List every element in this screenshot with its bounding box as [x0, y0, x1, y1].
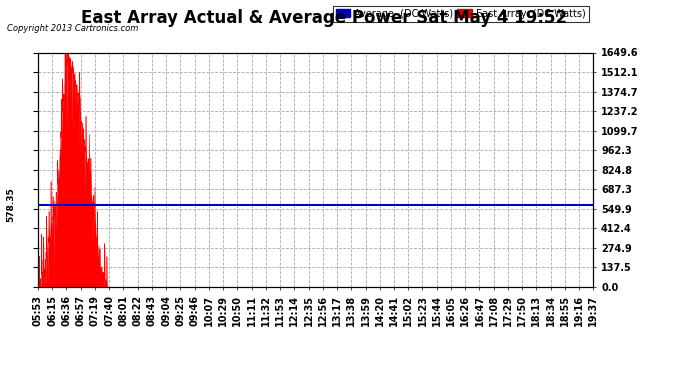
Text: 578.35: 578.35	[7, 188, 16, 222]
Legend: Average  (DC Watts), East Array  (DC Watts): Average (DC Watts), East Array (DC Watts…	[333, 6, 589, 22]
Text: Copyright 2013 Cartronics.com: Copyright 2013 Cartronics.com	[7, 24, 138, 33]
Text: East Array Actual & Average Power Sat May 4 19:52: East Array Actual & Average Power Sat Ma…	[81, 9, 567, 27]
